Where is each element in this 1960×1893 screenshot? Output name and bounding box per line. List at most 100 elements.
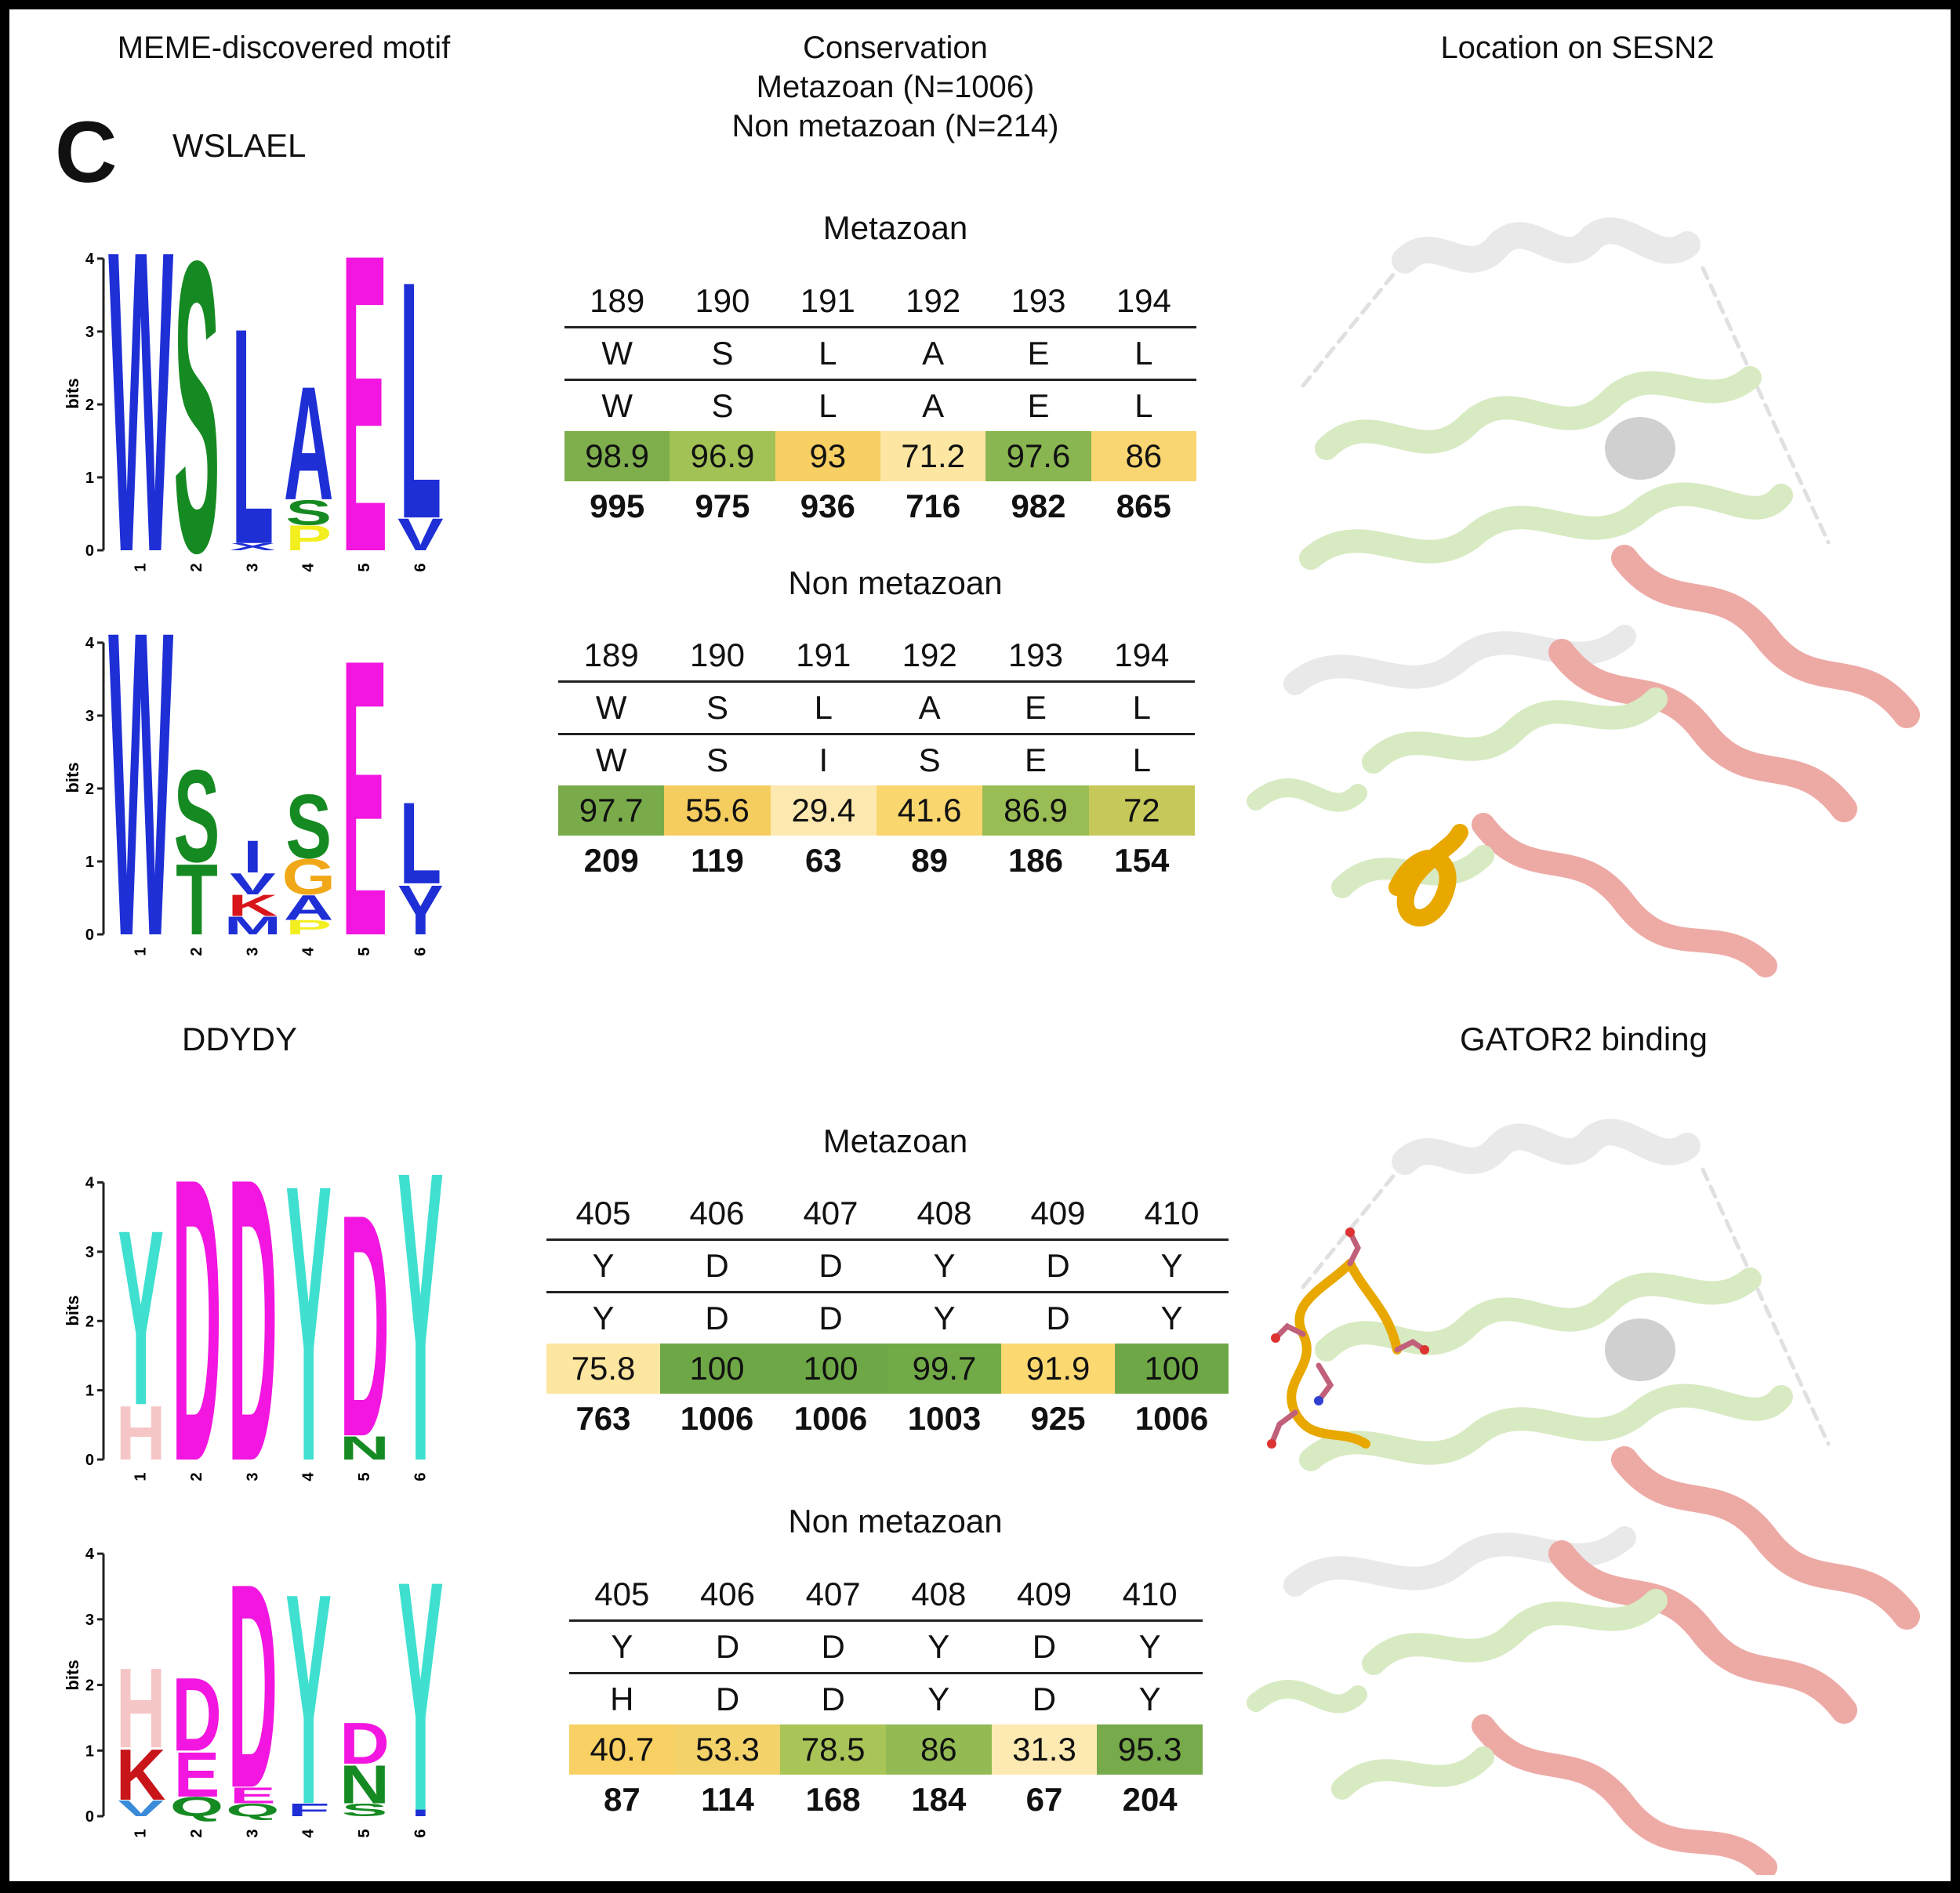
logo-x-tick-label: 6 (412, 563, 429, 571)
reference-residue-cell: D (1001, 1239, 1115, 1293)
table-row-positions: 405 406 407 408 409 410 (546, 1188, 1229, 1241)
count-cell: 119 (691, 842, 744, 879)
position-cell: 408 (885, 1569, 992, 1622)
logo-y-tick-label: 3 (85, 708, 94, 725)
logo-y-tick-label: 1 (85, 854, 94, 871)
logo-letter: D (228, 1146, 278, 1507)
observed-residue-cell: D (705, 1300, 729, 1336)
logo-letter: A (284, 888, 334, 927)
conservation-table-wslael-metazoan: 189 190 191 192 193 194 W S L A E L W S L A E L 98.9 96.9 93… (564, 276, 1196, 531)
logo-letter: Y (397, 1146, 444, 1507)
motif-name-wslael: WSLAEL (172, 127, 307, 164)
logo-x-tick-label: 2 (188, 1829, 205, 1837)
percent-cell: 98.9 (564, 431, 670, 481)
logo-x-tick-label: 3 (244, 563, 261, 571)
logo-y-axis-label: bits (63, 378, 82, 408)
position-cell: 191 (775, 276, 880, 328)
observed-residue-cell: D (821, 1681, 845, 1717)
percent-cell: 53.3 (674, 1724, 781, 1775)
logo-x-tick-label: 3 (244, 1472, 261, 1481)
logo-y-tick-label: 0 (85, 1452, 94, 1469)
position-cell: 409 (991, 1569, 1098, 1622)
percent-cell: 86.9 (982, 785, 1089, 836)
reference-residue-cell: S (664, 681, 771, 735)
observed-residue-cell: E (1027, 387, 1050, 424)
logo-y-tick-label: 0 (85, 542, 94, 560)
position-cell: 194 (1091, 276, 1196, 328)
table-row-percent: 75.8 100 100 99.7 91.9 100 (546, 1344, 1229, 1394)
position-cell: 410 (1115, 1188, 1229, 1241)
logo-letter: E (342, 605, 388, 981)
observed-residue-cell: W (601, 387, 633, 424)
position-cell: 190 (670, 276, 775, 328)
position-cell: 193 (985, 276, 1091, 328)
logo-letter: Q (226, 1800, 279, 1820)
logo-y-tick-label: 4 (85, 635, 95, 652)
logo-letter: L (399, 778, 441, 908)
reference-residue-cell: D (780, 1620, 886, 1674)
logo-x-tick-label: 4 (300, 947, 318, 956)
count-cell: 982 (1011, 488, 1066, 524)
logo-letter: S (342, 1800, 388, 1820)
logo-x-tick-label: 1 (132, 1829, 150, 1837)
reference-residue-cell: Y (569, 1620, 675, 1674)
count-cell: 936 (800, 488, 855, 524)
logo-letter: P (285, 916, 332, 938)
count-cell: 154 (1114, 842, 1170, 879)
table-row-percent: 98.9 96.9 93 71.2 97.6 86 (564, 431, 1196, 481)
percent-cell: 55.6 (664, 785, 771, 836)
count-cell: 168 (805, 1781, 861, 1818)
logo-letter: E (230, 1782, 276, 1808)
logo-y-tick-label: 2 (85, 781, 94, 798)
count-cell: 184 (911, 1781, 967, 1818)
logo-y-tick-label: 1 (85, 470, 94, 487)
logo-x-tick-label: 2 (188, 947, 205, 956)
conservation-table-ddydy-nonmetazoan: 405 406 407 408 409 410 Y D D Y D Y H D D Y D Y 40.7 53.3 78… (569, 1569, 1203, 1825)
logo-y-tick-label: 2 (85, 1677, 94, 1695)
observed-residue-cell: Y (933, 1300, 956, 1336)
reference-residue-cell: S (670, 327, 775, 381)
observed-residue-cell: E (1024, 742, 1047, 778)
logo-x-tick-label: 5 (356, 1829, 373, 1837)
percent-cell: 71.2 (880, 431, 986, 481)
figure-frame: MEME-discovered motif Conservation Metaz… (9, 9, 1951, 1881)
reference-residue-cell: L (1088, 681, 1195, 735)
position-cell: 408 (887, 1188, 1001, 1241)
logo-letter: H (116, 1645, 166, 1772)
panel-label: C (55, 104, 118, 201)
logo-y-tick-label: 0 (85, 1808, 94, 1826)
sesn2-structure-ddydy (1247, 1119, 1920, 1875)
count-cell: 1006 (1134, 1400, 1209, 1437)
count-cell: 186 (1007, 842, 1064, 879)
percent-cell: 75.8 (546, 1344, 660, 1394)
percent-cell: 72 (1088, 785, 1195, 836)
position-cell: 192 (880, 276, 986, 328)
count-cell: 1006 (793, 1400, 868, 1437)
logo-letter: D (339, 1149, 390, 1503)
logo-y-tick-label: 4 (85, 1546, 95, 1563)
logo-letter: Y (397, 1518, 444, 1863)
observed-residue-cell: A (922, 387, 945, 424)
logo-letter: G (281, 849, 335, 905)
percent-cell: 97.7 (558, 785, 665, 836)
observed-residue-cell: Y (1138, 1681, 1161, 1717)
percent-cell: 91.9 (1001, 1344, 1115, 1394)
reference-residue-cell: D (991, 1620, 1098, 1674)
observed-residue-cell: H (610, 1681, 634, 1717)
reference-residue-cell: Y (1097, 1620, 1203, 1674)
logo-x-tick-label: 3 (244, 947, 261, 956)
logo-x-tick-label: 4 (300, 1472, 318, 1481)
logo-letter: K (228, 889, 278, 923)
logo-letter: D (172, 1146, 222, 1507)
reference-residue-cell: L (770, 681, 877, 735)
observed-residue-cell: D (818, 1300, 843, 1336)
reference-residue-cell: W (564, 327, 670, 381)
logo-letter: P (285, 518, 332, 557)
count-cell: 63 (804, 842, 842, 879)
table-title-wslael-metazoan: Metazoan (822, 209, 968, 246)
